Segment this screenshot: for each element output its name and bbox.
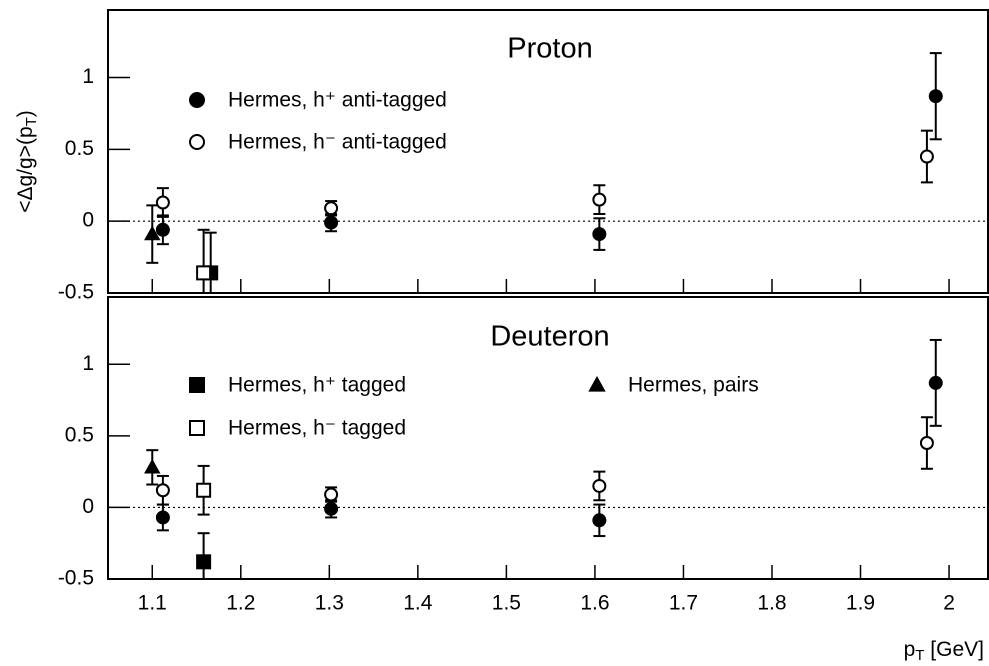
marker xyxy=(919,149,934,164)
x-tick-label: 1.5 xyxy=(492,592,521,615)
y-axis-label: <Δg/g>(pT) xyxy=(14,110,40,213)
x-tick-label: 1.9 xyxy=(846,592,875,615)
x-axis-label-part: p xyxy=(904,638,916,661)
y-tick-label: 0 xyxy=(82,209,94,232)
y-tick-label: 0.5 xyxy=(65,423,94,446)
marker xyxy=(928,375,943,390)
marker xyxy=(144,225,161,241)
x-tick-label: 1.1 xyxy=(138,592,167,615)
legend-marker xyxy=(189,92,205,108)
marker xyxy=(196,265,212,281)
x-tick-label: 1.6 xyxy=(580,592,609,615)
x-tick-label: 1.2 xyxy=(226,592,255,615)
legend-marker xyxy=(189,134,205,150)
legend-label: Hermes, h⁺ anti-tagged xyxy=(228,89,447,112)
x-axis-label-part: [GeV] xyxy=(924,638,984,661)
y-tick-label: -0.5 xyxy=(58,281,94,304)
marker xyxy=(928,89,943,104)
marker xyxy=(592,227,607,242)
y-tick-label: -0.5 xyxy=(58,567,94,590)
y-tick-label: 0 xyxy=(82,495,94,518)
marker xyxy=(155,195,170,210)
panel-title: Deuteron xyxy=(490,321,609,353)
marker xyxy=(196,554,212,570)
x-tick-label: 2 xyxy=(943,592,955,615)
legend-label: Hermes, h⁺ tagged xyxy=(228,374,406,397)
marker xyxy=(155,510,170,525)
marker xyxy=(592,513,607,528)
marker xyxy=(324,215,339,230)
x-tick-label: 1.3 xyxy=(315,592,344,615)
x-axis-label-part: T xyxy=(915,647,924,664)
marker xyxy=(324,487,339,502)
legend-label: Hermes, h⁻ tagged xyxy=(228,417,406,440)
legend-marker xyxy=(189,420,205,436)
plot-frame xyxy=(107,296,989,580)
y-axis-label-part: ) xyxy=(14,110,37,117)
panel-title: Proton xyxy=(507,33,592,65)
marker xyxy=(155,222,170,237)
marker xyxy=(324,501,339,516)
marker xyxy=(919,436,934,451)
marker xyxy=(144,458,161,474)
legend-label: Hermes, pairs xyxy=(628,374,759,397)
x-axis-label: pT [GeV] xyxy=(904,638,984,664)
marker xyxy=(155,483,170,498)
y-tick-label: 1 xyxy=(82,352,94,375)
y-tick-label: 1 xyxy=(82,65,94,88)
y-axis-label-part: <Δg/g>(p xyxy=(14,126,37,212)
x-tick-label: 1.4 xyxy=(403,592,433,615)
x-tick-label: 1.8 xyxy=(757,592,786,615)
x-tick-label: 1.7 xyxy=(669,592,698,615)
y-tick-label: 0.5 xyxy=(65,137,94,160)
legend-label: Hermes, h⁻ anti-tagged xyxy=(228,131,447,154)
marker xyxy=(196,482,212,498)
plot-frame xyxy=(107,9,989,294)
legend-marker xyxy=(588,375,606,392)
marker xyxy=(592,192,607,207)
marker xyxy=(592,478,607,493)
legend-marker xyxy=(189,377,205,393)
marker xyxy=(324,201,339,216)
y-axis-label-part: T xyxy=(23,117,40,126)
plot-area xyxy=(144,338,943,579)
plot-area xyxy=(144,52,943,293)
